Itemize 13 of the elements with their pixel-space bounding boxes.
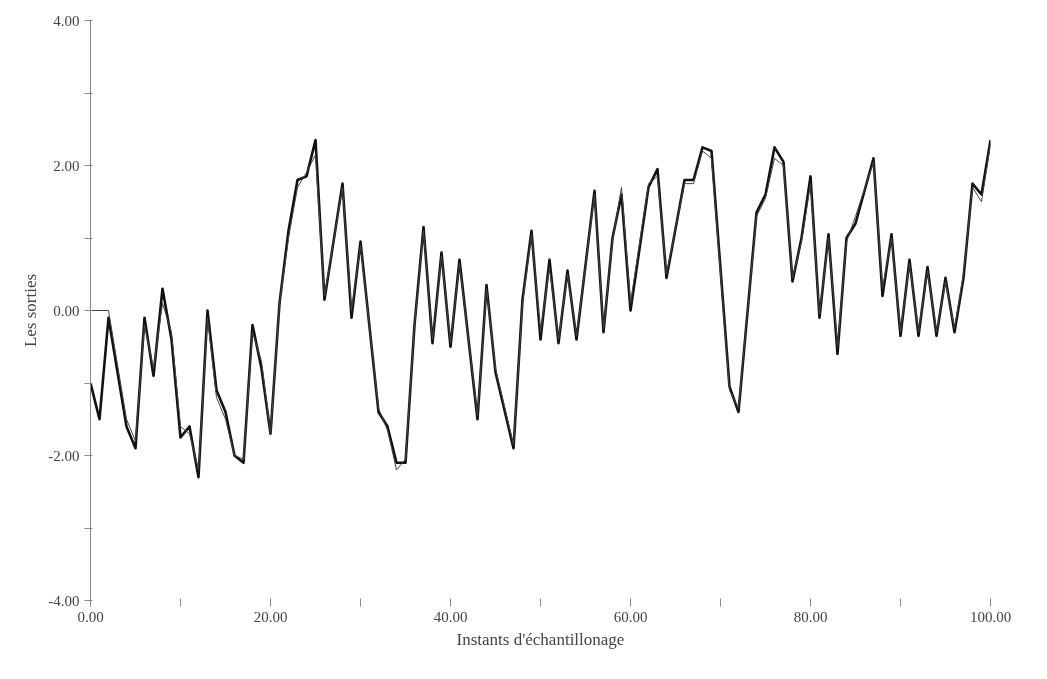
x-tick-label: 80.00 <box>793 608 828 625</box>
y-tick-label: -2.00 <box>48 447 80 464</box>
x-tick-label: 0.00 <box>77 608 104 625</box>
y-tick-label: -4.00 <box>48 592 80 609</box>
x-tick-label: 100.00 <box>969 608 1012 625</box>
x-axis-title: Instants d'échantillonage <box>456 629 625 649</box>
y-tick-label: 0.00 <box>53 302 80 319</box>
x-tick-label: 20.00 <box>253 608 288 625</box>
y-tick-label: 2.00 <box>53 157 80 174</box>
x-tick-label: 60.00 <box>613 608 648 625</box>
y-axis-title: Les sorties <box>21 273 41 348</box>
y-tick-label: 4.00 <box>53 12 80 29</box>
x-tick-label: 40.00 <box>433 608 468 625</box>
